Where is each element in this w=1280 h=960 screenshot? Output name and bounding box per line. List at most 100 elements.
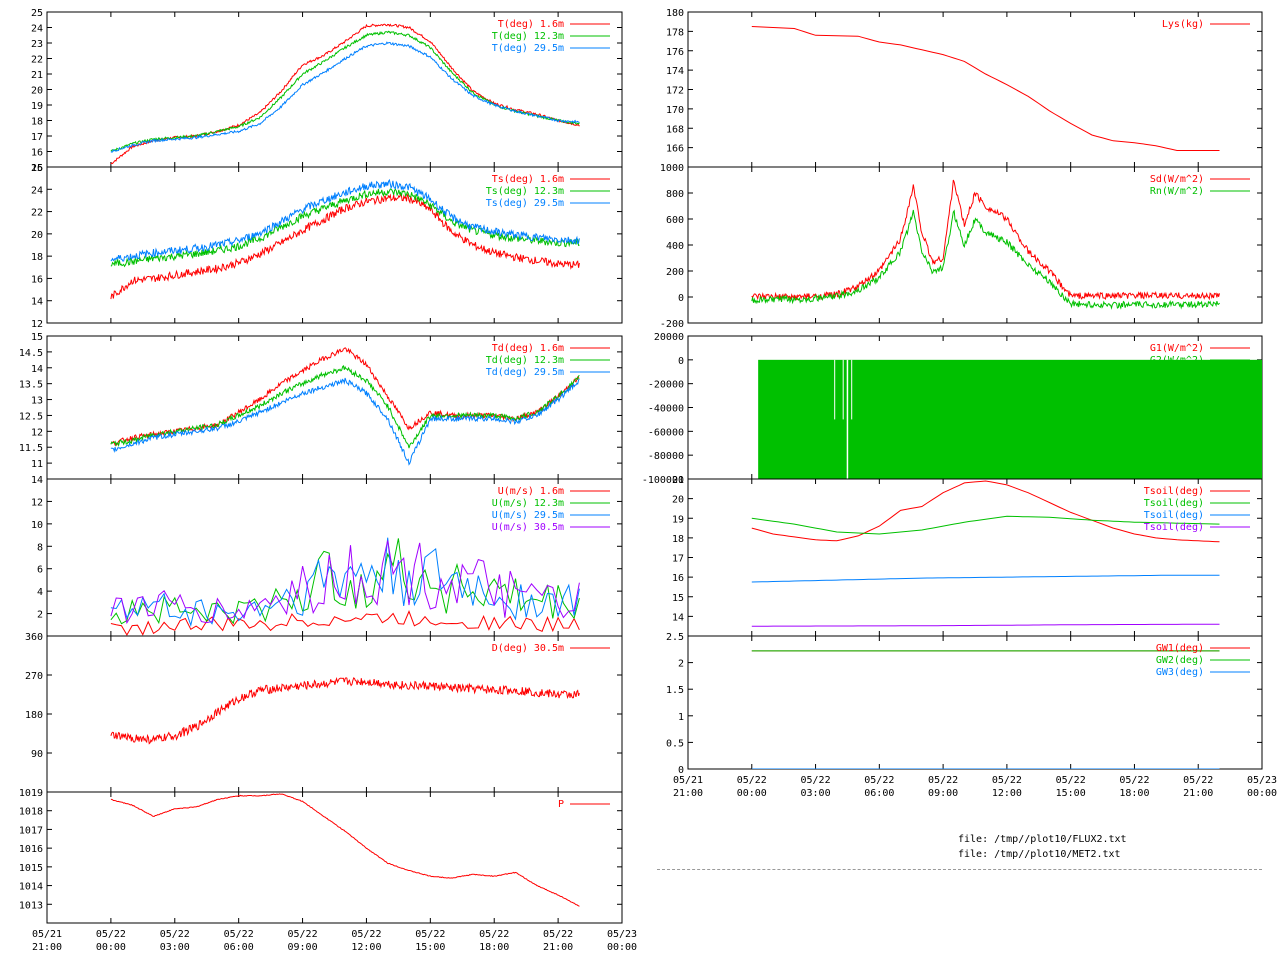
- y-tick-label: 13.5: [19, 380, 43, 391]
- y-tick-label: 0: [678, 356, 684, 367]
- y-tick-label: 800: [666, 189, 684, 200]
- y-tick-label: 23: [31, 39, 43, 50]
- x-tick-time: 00:00: [607, 942, 637, 953]
- y-tick-label: 168: [666, 124, 684, 135]
- x-tick-date: 05/21: [673, 775, 703, 786]
- x-tick-date: 05/22: [288, 929, 318, 940]
- y-tick-label: 12: [31, 427, 43, 438]
- y-tick-label: 0: [678, 765, 684, 776]
- y-tick-label: 1.5: [666, 685, 684, 696]
- y-tick-label: -80000: [648, 451, 684, 462]
- panel-9: -100000 -80000 -60000 -40000 -20000 0 20000 G1(…: [642, 332, 1263, 486]
- legend-label: G2(W/m^2): [1150, 355, 1204, 366]
- y-tick-label: 1016: [19, 844, 43, 855]
- y-tick-label: 16: [672, 573, 684, 584]
- y-tick-label: 2: [678, 659, 684, 670]
- y-tick-label: 17: [31, 132, 43, 143]
- plot-area: [110, 676, 580, 745]
- y-tick-label: 22: [31, 208, 43, 219]
- y-tick-label: 170: [666, 105, 684, 116]
- x-tick-date: 05/22: [160, 929, 190, 940]
- series-line-3: [110, 537, 580, 628]
- x-tick-date: 05/22: [351, 929, 381, 940]
- y-tick-label: 20: [672, 495, 684, 506]
- x-tick-date: 05/22: [1056, 775, 1086, 786]
- y-tick-label: 1015: [19, 863, 43, 874]
- panel-11: 0 0.5 1 1.5 2 2.5 GW1(deg)GW2(deg)GW3(deg): [666, 632, 1263, 776]
- legend-label: GW1(deg): [1156, 643, 1204, 654]
- y-tick-label: 12.5: [19, 411, 43, 422]
- y-tick-label: -40000: [648, 404, 684, 415]
- y-tick-label: 0.5: [666, 738, 684, 749]
- series-line-3: [110, 178, 580, 262]
- y-tick-label: 2.5: [666, 632, 684, 643]
- panel-6: 1013 1014 1015 1016 1017 1018 1019 P: [19, 788, 623, 924]
- x-tick-time: 12:00: [992, 788, 1022, 799]
- legend-label: Tsoil(deg): [1144, 486, 1204, 497]
- y-tick-label: 1013: [19, 900, 43, 911]
- series-line-2: [110, 364, 580, 449]
- y-tick-label: 24: [31, 24, 43, 35]
- y-tick-label: 200: [666, 267, 684, 278]
- y-tick-label: 20: [31, 230, 43, 241]
- y-tick-label: 10: [31, 520, 43, 531]
- legend-label: GW2(deg): [1156, 655, 1204, 666]
- legend-label: Tsoil(deg): [1144, 510, 1204, 521]
- legend-label: U(m/s) 1.6m: [498, 486, 564, 497]
- x-tick-time: 09:00: [288, 942, 318, 953]
- legend-label: T(deg) 12.3m: [492, 31, 564, 42]
- y-tick-label: 1014: [19, 882, 43, 893]
- x-tick-date: 05/22: [224, 929, 254, 940]
- x-tick-time: 21:00: [543, 942, 573, 953]
- x-tick-date: 05/21: [32, 929, 62, 940]
- x-tick-time: 12:00: [351, 942, 381, 953]
- y-tick-label: 18: [672, 534, 684, 545]
- y-tick-label: 13: [31, 396, 43, 407]
- y-tick-label: 2: [37, 610, 43, 621]
- x-tick-time: 06:00: [224, 942, 254, 953]
- y-tick-label: 20: [31, 86, 43, 97]
- y-tick-label: 22: [31, 55, 43, 66]
- legend-label: Sd(W/m^2): [1150, 174, 1204, 185]
- panel-frame: [46, 635, 623, 793]
- x-tick-date: 05/22: [543, 929, 573, 940]
- x-tick-time: 21:00: [673, 788, 703, 799]
- series-line-1: [751, 26, 1220, 151]
- y-tick-label: 21: [672, 475, 684, 486]
- x-tick-time: 09:00: [928, 788, 958, 799]
- plot-area: [110, 793, 580, 907]
- y-tick-label: 178: [666, 27, 684, 38]
- series-line-1: [110, 793, 580, 907]
- legend-label: T(deg) 1.6m: [498, 19, 564, 30]
- y-tick-label: 1017: [19, 825, 43, 836]
- series-line-4: [110, 540, 580, 625]
- series-line-2: [751, 515, 1220, 535]
- series-line-4: [751, 623, 1220, 627]
- y-tick-label: 16: [31, 274, 43, 285]
- legend-label: Ts(deg) 12.3m: [486, 186, 564, 197]
- legend-label: Lys(kg): [1162, 19, 1204, 30]
- x-tick-date: 05/22: [737, 775, 767, 786]
- y-tick-label: 21: [31, 70, 43, 81]
- footer-file-met: file: /tmp//plot10/MET2.txt: [958, 849, 1121, 860]
- legend-label: P: [558, 799, 564, 810]
- y-tick-label: 20000: [654, 332, 684, 343]
- plot-area: [758, 359, 1262, 479]
- x-tick-time: 18:00: [479, 942, 509, 953]
- y-tick-label: 6: [37, 565, 43, 576]
- legend-label: Td(deg) 1.6m: [492, 343, 564, 354]
- legend-label: U(m/s) 12.3m: [492, 498, 564, 509]
- y-tick-label: 15: [672, 593, 684, 604]
- y-tick-label: 14.5: [19, 348, 43, 359]
- legend-label: D(deg) 30.5m: [492, 643, 564, 654]
- panel-5: 90 180 270 360 D(deg) 30.5m: [25, 632, 623, 793]
- footer-file-flux: file: /tmp//plot10/FLUX2.txt: [958, 834, 1127, 845]
- x-tick-date: 05/22: [415, 929, 445, 940]
- x-tick-time: 03:00: [160, 942, 190, 953]
- y-tick-label: 18: [31, 252, 43, 263]
- x-tick-date: 05/22: [479, 929, 509, 940]
- plot-area: [110, 23, 580, 165]
